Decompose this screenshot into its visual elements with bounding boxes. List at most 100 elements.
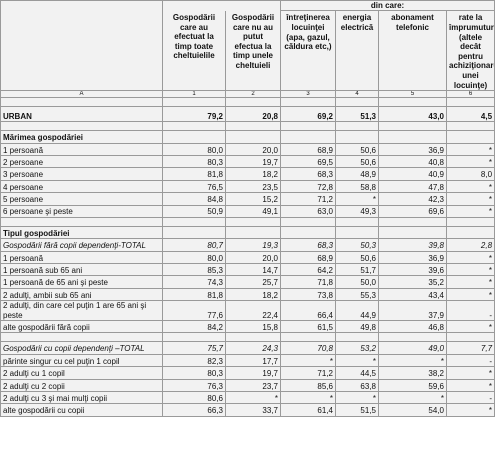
value-cell: 75,7 bbox=[162, 341, 226, 355]
table-row: Gospodării cu copii dependenţi –TOTAL 75,… bbox=[0, 341, 495, 355]
index-cell: A bbox=[0, 90, 163, 99]
empty-cell bbox=[280, 225, 336, 240]
value-cell: - bbox=[445, 390, 495, 405]
empty-cell bbox=[335, 225, 379, 240]
value-cell: 70,8 bbox=[280, 341, 336, 355]
table-row: 1 persoană 80,0 20,0 68,9 50,6 36,9 * bbox=[0, 142, 495, 156]
value-cell: 84,2 bbox=[162, 320, 226, 334]
value-cell: * bbox=[445, 192, 495, 206]
section-title: Mărimea gospodăriei bbox=[0, 130, 163, 144]
column-header: întreţinerea locuinţei (apa, gazul, căld… bbox=[280, 10, 336, 92]
table-row: 4 persoane 76,5 23,5 72,8 58,8 47,8 * bbox=[0, 179, 495, 194]
row-label: Gospodării cu copii dependenţi –TOTAL bbox=[0, 341, 163, 355]
value-cell: 37,9 bbox=[378, 300, 447, 322]
value-cell: * bbox=[445, 287, 495, 302]
value-cell: 51,5 bbox=[335, 403, 379, 417]
value-cell: 18,2 bbox=[225, 287, 281, 302]
row-label: părinte singur cu cel puţin 1 copil bbox=[0, 353, 163, 368]
value-cell: 61,4 bbox=[280, 403, 336, 417]
spacer-row bbox=[0, 216, 495, 227]
row-label: 2 adulţi cu 2 copii bbox=[0, 378, 163, 393]
index-cell: 6 bbox=[445, 90, 495, 99]
value-cell: 73,8 bbox=[280, 287, 336, 302]
value-cell: * bbox=[445, 142, 495, 156]
spacer-row bbox=[0, 97, 495, 108]
value-cell: 24,3 bbox=[225, 341, 281, 355]
table-row: 2 adulţi cu 1 copil 80,3 19,7 71,2 44,5 38,2 * bbox=[0, 366, 495, 380]
table-row: alte gospodării fără copii 84,2 15,8 61,5 49… bbox=[0, 320, 495, 334]
index-cell: 2 bbox=[225, 90, 281, 99]
value-cell: 79,2 bbox=[162, 106, 226, 123]
empty-cell bbox=[335, 121, 379, 132]
value-cell: 50,6 bbox=[335, 154, 379, 169]
value-cell: 18,2 bbox=[225, 167, 281, 181]
group-header-row: din care: bbox=[0, 0, 495, 92]
row-label: 5 persoane bbox=[0, 192, 163, 206]
value-cell: * bbox=[445, 366, 495, 380]
value-cell: 17,7 bbox=[225, 353, 281, 368]
value-cell: 84,8 bbox=[162, 192, 226, 206]
value-cell: 51,3 bbox=[335, 106, 379, 123]
value-cell: 66,4 bbox=[280, 300, 336, 322]
empty-cell bbox=[335, 97, 379, 108]
column-header: energia electrică bbox=[335, 10, 379, 92]
value-cell: 77,6 bbox=[162, 300, 226, 322]
value-cell: 55,3 bbox=[335, 287, 379, 302]
group-label: din care: bbox=[279, 0, 495, 12]
empty-cell bbox=[225, 225, 281, 240]
empty-cell bbox=[162, 130, 226, 144]
value-cell: * bbox=[445, 179, 495, 194]
empty-cell bbox=[445, 121, 495, 132]
value-cell: 15,2 bbox=[225, 192, 281, 206]
empty-cell bbox=[445, 216, 495, 227]
value-cell: 48,9 bbox=[335, 167, 379, 181]
value-cell: * bbox=[445, 263, 495, 277]
value-cell: * bbox=[280, 390, 336, 405]
empty-cell bbox=[0, 332, 163, 343]
value-cell: 44,5 bbox=[335, 366, 379, 380]
column-header: Gospodării care nu au putut efectua la t… bbox=[225, 10, 281, 92]
value-cell: 23,7 bbox=[225, 378, 281, 393]
value-cell: 39,8 bbox=[378, 238, 447, 252]
table-row: 1 persoană de 65 ani şi peste 74,3 25,7 71,… bbox=[0, 275, 495, 289]
table-row: 5 persoane 84,8 15,2 71,2 * 42,3 * bbox=[0, 192, 495, 206]
value-cell: 50,6 bbox=[335, 250, 379, 265]
empty-cell bbox=[280, 216, 336, 227]
value-cell: 20,8 bbox=[225, 106, 281, 123]
value-cell: * bbox=[445, 320, 495, 334]
column-header: Gospodării care au efectuat la timp toat… bbox=[162, 10, 226, 92]
value-cell: 58,8 bbox=[335, 179, 379, 194]
empty-cell bbox=[0, 97, 163, 108]
row-label: 1 persoană bbox=[0, 250, 163, 265]
value-cell: 71,2 bbox=[280, 366, 336, 380]
value-cell: 53,2 bbox=[335, 341, 379, 355]
value-cell: 66,3 bbox=[162, 403, 226, 417]
header-cell bbox=[0, 0, 163, 92]
value-cell: 80,3 bbox=[162, 366, 226, 380]
empty-cell bbox=[378, 216, 447, 227]
table-row: părinte singur cu cel puţin 1 copil 82,3 1… bbox=[0, 353, 495, 368]
value-cell: 63,0 bbox=[280, 204, 336, 218]
value-cell: 69,6 bbox=[378, 204, 447, 218]
value-cell: 15,8 bbox=[225, 320, 281, 334]
index-cell: 1 bbox=[162, 90, 226, 99]
table-row: Gospodării fără copii dependenţi-TOTAL 80… bbox=[0, 238, 495, 252]
value-cell: 63,8 bbox=[335, 378, 379, 393]
value-cell: 19,3 bbox=[225, 238, 281, 252]
spacer-row bbox=[0, 121, 495, 132]
value-cell: 7,7 bbox=[445, 341, 495, 355]
value-cell: 80,0 bbox=[162, 142, 226, 156]
row-label: URBAN bbox=[0, 106, 163, 123]
column-header: rate la împrumuturi (altele decât pentru… bbox=[445, 10, 495, 92]
value-cell: 46,8 bbox=[378, 320, 447, 334]
row-label: 2 adulţi cu 1 copil bbox=[0, 366, 163, 380]
value-cell: 50,3 bbox=[335, 238, 379, 252]
value-cell: 40,9 bbox=[378, 167, 447, 181]
value-cell: * bbox=[378, 353, 447, 368]
table-row: URBAN 79,2 20,8 69,2 51,3 43,0 4,5 bbox=[0, 106, 495, 123]
value-cell: 80,6 bbox=[162, 390, 226, 405]
empty-cell bbox=[335, 216, 379, 227]
value-cell: * bbox=[335, 390, 379, 405]
value-cell: 80,3 bbox=[162, 154, 226, 169]
value-cell: 81,8 bbox=[162, 287, 226, 302]
